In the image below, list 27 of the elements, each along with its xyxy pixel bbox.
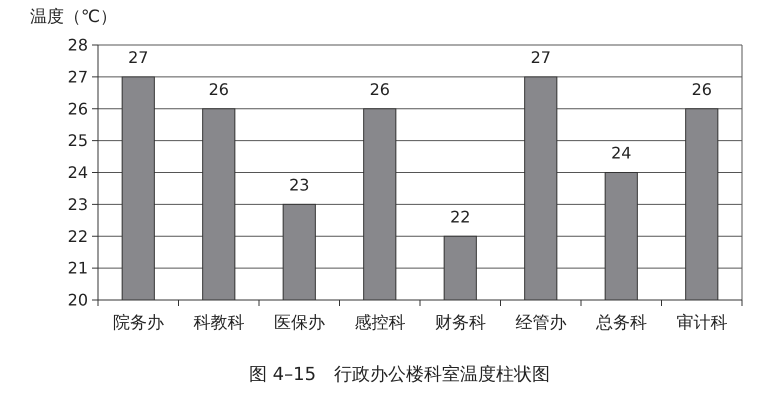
y-tick-label: 27 [68, 67, 88, 86]
data-label: 22 [450, 207, 470, 226]
x-tick-label: 总务科 [594, 313, 647, 333]
data-label: 23 [289, 175, 310, 194]
y-axis-title: 温度（℃） [30, 7, 118, 27]
y-tick-label: 21 [68, 258, 88, 278]
data-label: 27 [128, 48, 148, 67]
data-label: 26 [370, 80, 390, 99]
y-tick-label: 23 [68, 194, 88, 214]
y-tick-label: 28 [68, 36, 88, 55]
x-tick-label: 经管办 [515, 313, 566, 333]
data-label: 24 [611, 144, 632, 162]
data-label: 26 [692, 80, 712, 99]
y-tick-label: 24 [68, 163, 88, 182]
y-tick-label: 25 [68, 131, 88, 150]
text: 图 4–15 行政办公楼科室温度柱状图 [248, 364, 550, 385]
x-tick-label: 感控科 [354, 313, 406, 333]
x-tick-label: 财务科 [434, 313, 486, 333]
data-label: 27 [530, 48, 551, 67]
y-tick-label: 26 [68, 99, 88, 118]
y-tick-label: 22 [68, 226, 88, 246]
x-tick-label: 审计科 [676, 313, 728, 333]
data-label: 26 [208, 80, 229, 99]
x-tick-label: 医保办 [274, 313, 325, 333]
x-tick-label: 科教科 [193, 313, 244, 333]
y-tick-label: 20 [68, 290, 88, 310]
x-tick-label: 院务办 [112, 313, 164, 333]
